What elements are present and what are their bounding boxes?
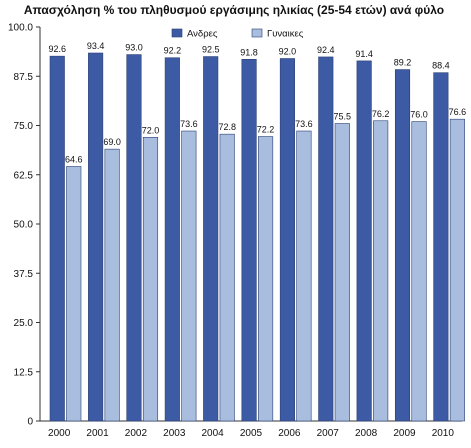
x-tick-label: 2000 xyxy=(48,428,71,439)
x-tick-label: 2010 xyxy=(432,428,455,439)
data-label: 76.2 xyxy=(372,109,390,119)
legend-swatch-women xyxy=(251,28,263,38)
data-label: 91.4 xyxy=(355,49,373,59)
data-label: 72.2 xyxy=(257,125,275,135)
data-label: 92.4 xyxy=(317,45,335,55)
data-label: 93.0 xyxy=(125,43,143,53)
x-tick-label: 2009 xyxy=(393,428,416,439)
bar-men xyxy=(126,54,142,422)
bar-men xyxy=(356,60,372,422)
x-tick-label: 2008 xyxy=(355,428,378,439)
bar-men xyxy=(318,56,334,422)
data-label: 72.8 xyxy=(218,122,236,132)
bar-men xyxy=(164,57,180,422)
data-label: 92.0 xyxy=(279,47,297,57)
data-label: 75.5 xyxy=(334,112,352,122)
y-tick-label: 25.0 xyxy=(14,318,34,329)
data-label: 73.6 xyxy=(180,119,198,129)
y-tick-label: 87.5 xyxy=(14,72,34,83)
data-label: 73.6 xyxy=(295,119,313,129)
data-label: 89.2 xyxy=(394,58,412,68)
x-tick-label: 2002 xyxy=(125,428,148,439)
data-label: 92.2 xyxy=(164,46,182,56)
chart-title: Απασχόληση % του πληθυσμού εργάσιμης ηλι… xyxy=(24,3,444,17)
bar-women xyxy=(258,136,274,422)
bar-women xyxy=(219,133,235,422)
bar-women xyxy=(449,118,465,422)
x-tick-label: 2003 xyxy=(163,428,186,439)
data-label: 88.4 xyxy=(432,61,450,71)
data-label: 93.4 xyxy=(87,41,105,51)
data-label: 76.0 xyxy=(410,110,428,120)
bar-women xyxy=(411,121,427,422)
data-label: 64.6 xyxy=(65,154,83,164)
bar-women xyxy=(104,148,120,422)
data-label: 76.6 xyxy=(449,107,467,117)
bar-men xyxy=(241,59,257,422)
y-tick-label: 75.0 xyxy=(14,121,34,132)
bar-men xyxy=(433,72,449,422)
y-tick-label: 100.0 xyxy=(8,23,33,34)
data-label: 72.0 xyxy=(142,125,160,135)
bar-women xyxy=(373,120,389,422)
x-tick-label: 2001 xyxy=(86,428,109,439)
legend-label-women: Γυναικες xyxy=(267,29,304,40)
y-tick-label: 50.0 xyxy=(14,220,34,231)
data-label: 92.6 xyxy=(48,44,66,54)
bar-men xyxy=(394,69,411,422)
x-tick-label: 2004 xyxy=(202,428,225,439)
bar-women xyxy=(181,130,197,422)
bar-women xyxy=(296,130,312,422)
bar-men xyxy=(49,55,65,422)
bar-women xyxy=(334,123,350,422)
y-tick-label: 12.5 xyxy=(14,367,34,378)
x-tick-label: 2006 xyxy=(278,428,301,439)
plot-area: 0 12.5 25.0 37.5 50.0 62.5 75.0 87.5 100.0 92.6 64… xyxy=(8,23,466,440)
x-tick-label: 2007 xyxy=(317,428,340,439)
data-label: 92.5 xyxy=(202,45,220,55)
y-tick-label: 37.5 xyxy=(14,269,34,280)
y-tick-label: 62.5 xyxy=(14,170,34,181)
bar-men xyxy=(203,56,219,422)
bar-women xyxy=(142,137,159,422)
legend-swatch-men xyxy=(171,28,183,38)
bar-women xyxy=(66,166,82,422)
data-label: 91.8 xyxy=(240,47,258,57)
y-tick-label: 0 xyxy=(27,417,33,428)
x-tick-label: 2005 xyxy=(240,428,263,439)
bar-men xyxy=(279,58,295,422)
bar-men xyxy=(88,52,104,422)
data-label: 69.0 xyxy=(103,137,121,147)
legend-label-men: Ανδρες xyxy=(187,29,218,40)
